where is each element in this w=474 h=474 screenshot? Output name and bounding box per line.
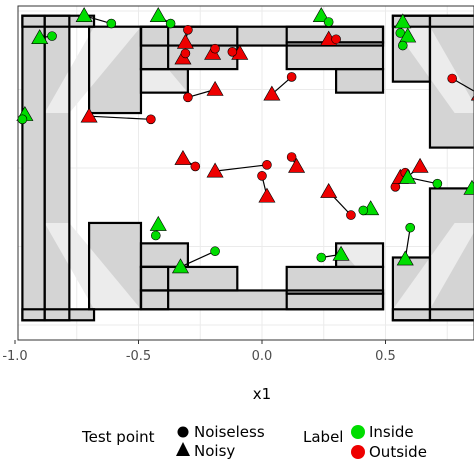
noisy-point-16 <box>174 149 192 165</box>
region-outline <box>43 14 71 322</box>
noisy-point-4 <box>394 13 412 29</box>
noiseless-point-7 <box>183 25 193 35</box>
noiseless-point-27 <box>316 252 327 263</box>
noiseless-point-24 <box>346 210 356 220</box>
noiseless-point-0 <box>47 31 57 41</box>
x-tick-label: 0.5 <box>375 349 396 364</box>
noiseless-point-25 <box>358 205 369 216</box>
region-fill <box>286 42 384 70</box>
noisy-point-1 <box>75 7 93 23</box>
x-axis: -1.0 -0.5 0.0 0.5 <box>2 340 396 364</box>
noisy-point-27 <box>332 245 350 261</box>
noiseless-point-22 <box>432 178 443 189</box>
region-fill <box>44 15 70 321</box>
noiseless-point-5 <box>397 40 408 51</box>
region-outlines <box>21 14 474 322</box>
point-link <box>214 164 268 172</box>
noisy-point-19 <box>258 187 276 203</box>
legend-shape-title: Test point <box>81 428 155 446</box>
x-tick-label: -1.0 <box>2 349 27 364</box>
noiseless-point-28 <box>150 230 161 241</box>
noisy-point-7 <box>176 33 194 49</box>
region-outline <box>139 25 385 47</box>
legend-noiseless-marker <box>177 426 189 438</box>
region-fill <box>336 69 384 93</box>
noisy-point-14 <box>263 85 281 101</box>
noisy-point-26 <box>396 250 414 266</box>
point-link <box>451 77 474 92</box>
noiseless-point-1 <box>106 18 117 29</box>
x-tick-label: 0.0 <box>252 349 273 364</box>
plot-border <box>17 5 474 341</box>
noisy-point-18 <box>288 157 306 173</box>
legend-color-title: Label <box>303 428 343 446</box>
noisy-point-0 <box>31 29 49 44</box>
noiseless-point-2 <box>165 18 176 29</box>
transition-band <box>140 69 188 93</box>
region-outline <box>285 265 385 295</box>
transition-band <box>392 222 474 310</box>
test-points <box>16 7 474 274</box>
noisy-point-2 <box>149 7 167 23</box>
noisy-point-24 <box>320 182 338 198</box>
region-fill <box>22 15 45 321</box>
region-outline <box>428 14 474 149</box>
legend-noisy-marker <box>176 442 190 456</box>
legend-outside-marker <box>351 445 365 459</box>
legend-outside-label: Outside <box>369 443 427 461</box>
noisy-point-28 <box>149 215 167 231</box>
noisy-point-17 <box>206 162 224 178</box>
noisy-point-15 <box>470 94 474 101</box>
transition-band <box>336 243 384 267</box>
noiseless-point-13 <box>183 92 193 103</box>
noiseless-point-11 <box>17 114 28 125</box>
noisy-point-20 <box>411 157 429 173</box>
noiseless-point-14 <box>286 72 297 82</box>
noiseless-point-16 <box>190 161 201 172</box>
plot-panel <box>16 5 474 341</box>
noiseless-point-12 <box>146 114 156 125</box>
region-fill <box>140 243 188 267</box>
noisy-point-23 <box>463 179 474 195</box>
region-outline <box>335 67 385 94</box>
legend-noisy-label: Noisy <box>194 442 235 460</box>
noiseless-point-26 <box>405 222 416 233</box>
noisy-point-5 <box>399 27 417 43</box>
noiseless-point-9 <box>180 48 191 59</box>
point-link <box>180 250 216 268</box>
noiseless-point-29 <box>210 246 220 257</box>
noisy-point-29 <box>171 258 190 274</box>
noiseless-point-3 <box>323 17 334 27</box>
region-outline <box>139 289 385 311</box>
region-fill <box>140 26 384 46</box>
region-fill <box>286 266 384 294</box>
point-link <box>89 115 151 120</box>
region-fill <box>140 290 384 310</box>
noiseless-point-15 <box>447 73 457 84</box>
legend-inside-marker <box>351 425 365 439</box>
noisy-point-22 <box>399 168 417 184</box>
x-tick-label: -0.5 <box>126 349 151 364</box>
region-fill <box>140 266 238 291</box>
legend-inside-label: Inside <box>369 423 414 441</box>
noiseless-point-18 <box>286 152 297 162</box>
noisy-point-3 <box>312 7 330 23</box>
noiseless-point-6 <box>331 34 341 45</box>
legend: Test point Noiseless Noisy Label Inside … <box>81 423 427 461</box>
transition-band <box>392 26 474 114</box>
noiseless-point-17 <box>262 160 272 170</box>
noisy-point-13 <box>206 80 224 96</box>
noisy-point-12 <box>80 107 98 123</box>
noiseless-point-8 <box>210 43 220 54</box>
legend-noiseless-label: Noiseless <box>194 423 265 441</box>
noiseless-point-19 <box>257 171 267 181</box>
region-outline <box>428 187 474 322</box>
noiseless-point-10 <box>227 47 238 57</box>
x-axis-title: x1 <box>253 385 271 403</box>
